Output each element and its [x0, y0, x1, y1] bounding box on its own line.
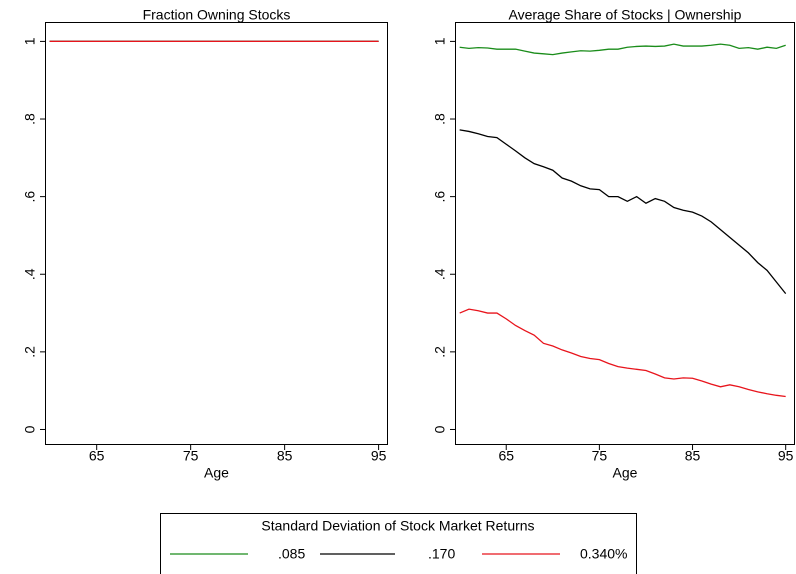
y-tick-label: 1: [22, 37, 38, 45]
x-tick-label: 65: [498, 448, 514, 464]
x-tick-label: 95: [778, 448, 794, 464]
y-tick-label: 0: [22, 425, 38, 433]
x-axis-title: Age: [204, 465, 229, 481]
x-tick-label: 95: [371, 448, 387, 464]
y-tick-label: .6: [22, 191, 38, 203]
x-tick-label: 65: [89, 448, 105, 464]
x-tick-label: 85: [685, 448, 701, 464]
x-tick-label: 85: [277, 448, 293, 464]
y-tick-label: 0: [432, 425, 448, 433]
series-line: [459, 43, 786, 56]
plot-frame: [455, 22, 795, 445]
legend-title: Standard Deviation of Stock Market Retur…: [261, 518, 534, 534]
legend-label: .170: [428, 546, 455, 562]
x-axis-title: Age: [613, 465, 638, 481]
x-tick-label: 75: [183, 448, 199, 464]
y-tick-label: .2: [22, 346, 38, 358]
y-tick-label: .4: [432, 268, 448, 280]
x-tick-label: 75: [592, 448, 608, 464]
y-tick-label: .2: [432, 346, 448, 358]
y-tick-label: .6: [432, 191, 448, 203]
y-tick-label: 1: [432, 37, 448, 45]
plot-frame: [45, 22, 388, 445]
chart-title: Average Share of Stocks | Ownership: [509, 7, 742, 23]
series-line: [459, 308, 786, 398]
legend-label: .085: [278, 546, 305, 562]
chart-title: Fraction Owning Stocks: [143, 7, 291, 23]
y-tick-label: .8: [22, 113, 38, 125]
y-tick-label: .4: [22, 268, 38, 280]
legend-label: 0.340%: [580, 546, 627, 562]
series-line: [459, 129, 787, 295]
y-tick-label: .8: [432, 113, 448, 125]
legend-box: [160, 513, 637, 574]
